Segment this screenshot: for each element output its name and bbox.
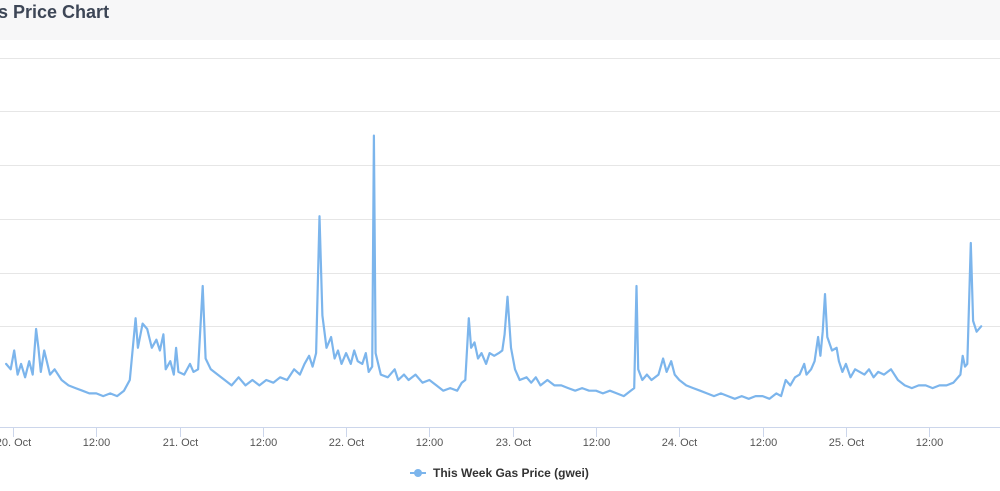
- x-tick-label: 24. Oct: [662, 437, 697, 449]
- x-tick-label: 12:00: [416, 437, 444, 449]
- x-tick-label: 22. Oct: [329, 437, 364, 449]
- grid-lines: [0, 58, 1000, 327]
- x-tick-label: 25. Oct: [829, 437, 864, 449]
- x-tick-label: 12:00: [83, 437, 111, 449]
- x-tick-label: 12:00: [916, 437, 944, 449]
- x-tick-label: 12:00: [583, 437, 611, 449]
- x-tick-label: 20. Oct: [0, 437, 31, 449]
- series-line: [5, 134, 983, 400]
- legend[interactable]: This Week Gas Price (gwei): [410, 466, 589, 480]
- x-tick-label: 23. Oct: [496, 437, 531, 449]
- x-tick-label: 12:00: [250, 437, 278, 449]
- x-tick-label: 12:00: [750, 437, 778, 449]
- chart-title: as Price Chart: [0, 2, 110, 22]
- chart-header: as Price Chart: [0, 0, 1000, 40]
- legend-marker-icon: [414, 469, 422, 477]
- series-layer: [5, 134, 983, 400]
- legend-label[interactable]: This Week Gas Price (gwei): [433, 466, 589, 480]
- x-tick-label: 21. Oct: [163, 437, 198, 449]
- x-axis-ticks: 20. Oct 12:00 21. Oct 12:00 22. Oct 12:00 23. …: [0, 427, 944, 449]
